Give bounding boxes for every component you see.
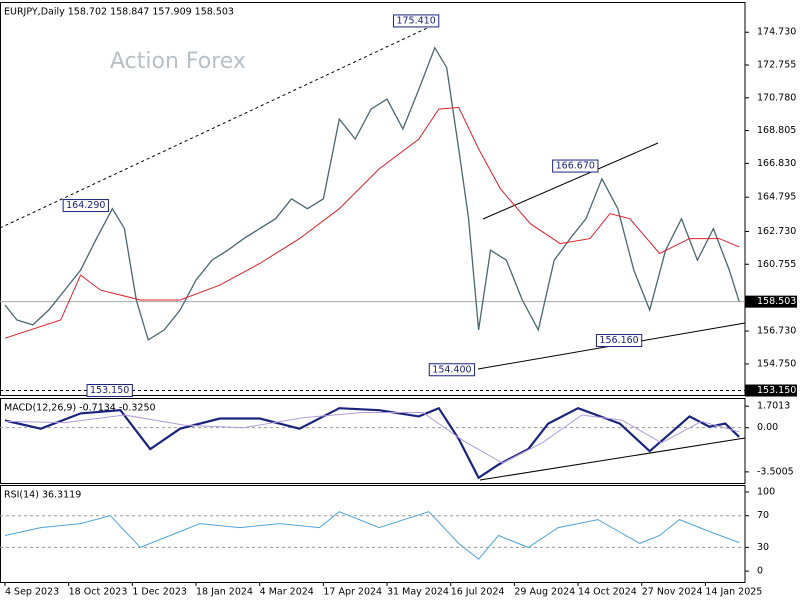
annotation-box xyxy=(86,384,133,398)
annotation-label: 175.410 xyxy=(396,15,435,26)
y-tick-label: 172.755 xyxy=(757,60,796,71)
annotation-box xyxy=(595,334,643,348)
y-tick-label: 0 xyxy=(757,566,763,577)
series-line xyxy=(4,412,740,464)
x-tick-label: 14 Jan 2025 xyxy=(705,587,762,598)
series-line xyxy=(4,406,740,480)
x-tick-label: 31 May 2024 xyxy=(387,587,449,598)
y-tick-label: -3.5005 xyxy=(757,466,794,477)
y-tick-label: 166.830 xyxy=(757,158,796,169)
y-tick-label: 160.755 xyxy=(757,259,796,270)
x-tick-label: 27 Nov 2024 xyxy=(642,587,703,598)
x-tick-label: 4 Sep 2023 xyxy=(5,587,59,598)
y-tick-label: 168.805 xyxy=(757,125,796,136)
rsi-panel-frame xyxy=(0,485,746,583)
x-tick-label: 14 Oct 2024 xyxy=(578,587,637,598)
x-tick-label: 16 Jul 2024 xyxy=(451,587,505,598)
x-tick-label: 4 Mar 2024 xyxy=(260,587,314,598)
annotation-label: 154.400 xyxy=(432,364,471,375)
annotation-label: 164.290 xyxy=(66,200,105,211)
trendline xyxy=(0,21,441,229)
x-tick-label: 18 Jan 2024 xyxy=(196,587,253,598)
y-tick-label: 174.730 xyxy=(757,27,796,38)
panel-title: EURJPY,Daily 158.702 158.847 157.909 158… xyxy=(4,7,234,18)
panel-title: MACD(12,26,9) -0.7134 -0.3250 xyxy=(4,403,156,414)
series-line xyxy=(4,511,740,560)
y-tick-label: 156.730 xyxy=(757,326,796,337)
y-tick-label: 0.00 xyxy=(757,422,778,433)
trendline xyxy=(479,437,746,481)
price-label: 158.503 xyxy=(757,296,796,307)
price-label: 153.150 xyxy=(757,385,796,396)
y-tick-label: 100 xyxy=(757,486,775,497)
price-panel-frame xyxy=(0,2,746,396)
y-tick-label: 164.795 xyxy=(757,192,796,203)
x-tick-label: 18 Oct 2023 xyxy=(69,587,128,598)
price-label-box xyxy=(745,384,797,397)
y-tick-label: 70 xyxy=(757,510,769,521)
trendline xyxy=(482,142,659,220)
y-tick-label: 162.730 xyxy=(757,226,796,237)
price-label-box xyxy=(745,295,797,308)
y-tick-label: 154.750 xyxy=(757,358,796,369)
panel-title: RSI(14) 36.3119 xyxy=(4,490,81,501)
y-tick-label: 1.7013 xyxy=(757,401,790,412)
annotation-box xyxy=(552,159,599,173)
annotation-label: 166.670 xyxy=(556,161,595,172)
macd-panel-frame xyxy=(0,398,746,484)
x-tick-label: 1 Dec 2023 xyxy=(132,587,187,598)
y-tick-label: 30 xyxy=(757,542,769,553)
series-line xyxy=(4,106,740,339)
y-tick-label: 170.780 xyxy=(757,92,796,103)
annotation-box xyxy=(62,199,109,213)
watermark: Action Forex xyxy=(110,49,246,74)
series-line xyxy=(4,46,740,341)
annotation-label: 153.150 xyxy=(90,385,129,396)
annotation-box xyxy=(392,14,440,28)
annotation-label: 156.160 xyxy=(599,335,638,346)
annotation-box xyxy=(428,363,476,377)
x-tick-label: 29 Aug 2024 xyxy=(514,587,575,598)
x-tick-label: 17 Apr 2024 xyxy=(323,587,382,598)
